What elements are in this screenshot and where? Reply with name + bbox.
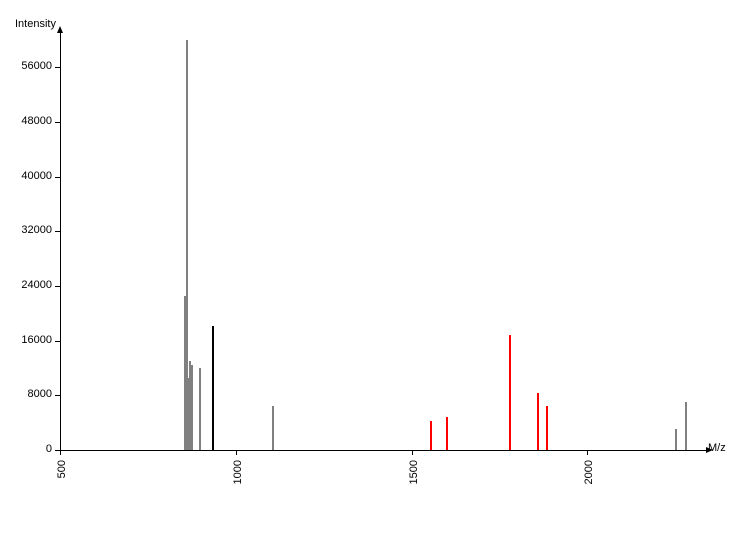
x-axis-arrowhead bbox=[706, 447, 713, 453]
y-tick-label: 48000 bbox=[10, 115, 52, 127]
plot-area: 0800016000240003200040000480005600050010… bbox=[60, 40, 700, 450]
spectrum-peak bbox=[430, 421, 432, 450]
x-tick bbox=[236, 450, 237, 455]
spectrum-peak bbox=[509, 335, 511, 450]
y-tick-label: 32000 bbox=[10, 224, 52, 236]
spectrum-peak bbox=[446, 417, 448, 450]
x-axis bbox=[60, 450, 708, 451]
x-tick bbox=[412, 450, 413, 455]
mass-spectrum-chart: Intensity M/z 08000160002400032000400004… bbox=[0, 0, 750, 540]
x-tick bbox=[60, 450, 61, 455]
x-tick-label: 1000 bbox=[232, 460, 244, 484]
y-tick-label: 56000 bbox=[10, 60, 52, 72]
spectrum-peak bbox=[546, 406, 548, 450]
y-tick-label: 16000 bbox=[10, 334, 52, 346]
y-tick bbox=[55, 341, 60, 342]
y-tick bbox=[55, 67, 60, 68]
spectrum-peak bbox=[685, 402, 687, 450]
spectrum-peak bbox=[675, 429, 677, 450]
x-tick-label: 1500 bbox=[408, 460, 420, 484]
x-tick-label: 2000 bbox=[583, 460, 595, 484]
x-tick bbox=[587, 450, 588, 455]
y-tick bbox=[55, 231, 60, 232]
y-tick bbox=[55, 122, 60, 123]
spectrum-peak bbox=[212, 326, 214, 450]
y-tick-label: 8000 bbox=[10, 388, 52, 400]
y-tick bbox=[55, 395, 60, 396]
spectrum-peak bbox=[191, 365, 193, 450]
y-axis-label: Intensity bbox=[15, 18, 56, 30]
spectrum-peak bbox=[272, 406, 274, 450]
spectrum-peak bbox=[199, 368, 201, 450]
y-tick-label: 0 bbox=[10, 443, 52, 455]
y-tick bbox=[55, 177, 60, 178]
y-axis-arrowhead bbox=[57, 26, 63, 33]
spectrum-peak bbox=[537, 393, 539, 450]
y-tick-label: 24000 bbox=[10, 279, 52, 291]
y-axis bbox=[60, 32, 61, 450]
y-tick bbox=[55, 286, 60, 287]
y-tick-label: 40000 bbox=[10, 170, 52, 182]
x-tick-label: 500 bbox=[56, 460, 68, 478]
